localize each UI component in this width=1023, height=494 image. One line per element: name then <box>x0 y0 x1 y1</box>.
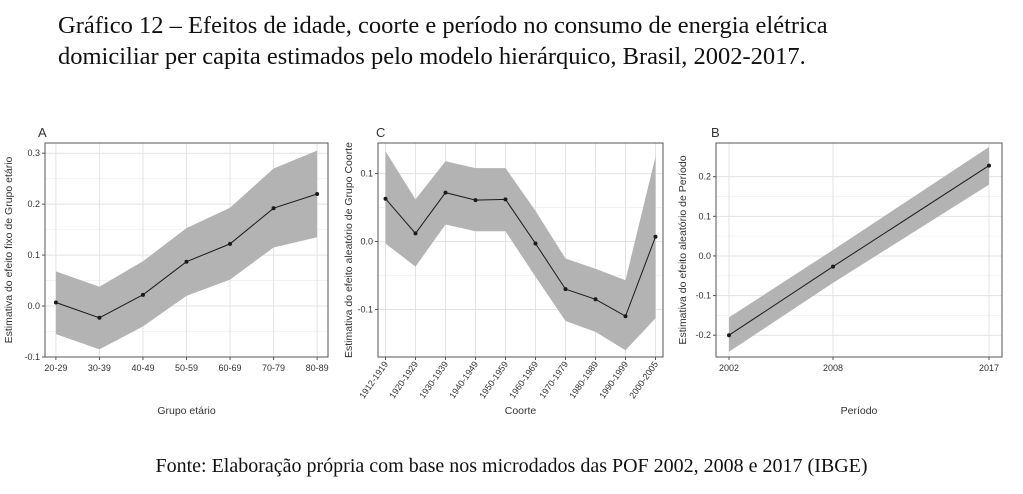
figure-title-line-2: domiciliar per capita estimados pelo mod… <box>58 43 806 70</box>
y-axis-title: Estimativa do efeito aleatório de Períod… <box>677 155 689 344</box>
data-point <box>443 190 448 195</box>
x-tick-label: 80-89 <box>306 363 329 373</box>
confidence-band <box>385 151 656 351</box>
x-tick-label: 60-69 <box>219 363 242 373</box>
x-tick-label: 2017 <box>979 363 999 373</box>
series-line <box>385 192 656 317</box>
panel-label: C <box>376 125 385 140</box>
y-tick-label: -0.1 <box>695 291 711 301</box>
x-tick-label: 1930-1939 <box>417 359 450 400</box>
x-tick-label: 2002 <box>719 363 739 373</box>
panel-label: B <box>711 125 720 140</box>
y-tick-label: 0.2 <box>27 199 40 209</box>
plot-border <box>715 142 1003 358</box>
data-point <box>53 300 58 305</box>
y-tick-label: 0.2 <box>698 172 711 182</box>
panel-b: -0.2 -0.1 0.0 0.1 0.2 2002 2008 2017 B Período Est… <box>677 125 1003 417</box>
data-point <box>727 333 731 338</box>
x-tick-label: 70-79 <box>262 363 285 373</box>
y-tick-label: -0.1 <box>357 304 373 314</box>
panel-label: A <box>38 125 47 140</box>
y-tick-label: -0.2 <box>695 330 711 340</box>
data-point <box>140 292 145 297</box>
x-tick-label: 1990-1999 <box>597 359 630 400</box>
data-point <box>593 297 598 302</box>
figure-source: Fonte: Elaboração própria com base nos m… <box>155 455 868 477</box>
x-axis-title: Período <box>841 405 878 417</box>
data-point <box>473 198 478 203</box>
data-point <box>271 206 276 211</box>
x-tick-label: 30-39 <box>88 363 111 373</box>
plot-area <box>45 143 328 357</box>
y-axis-title: Estimativa do efeito aleatório de Grupo … <box>343 142 355 358</box>
y-tick-label: 0.0 <box>27 301 40 311</box>
y-tick-label: -0.1 <box>24 352 40 362</box>
y-tick-label: 0.3 <box>27 148 40 158</box>
data-point <box>987 163 991 168</box>
plot-border <box>377 142 664 358</box>
figure-title: Gráfico 12 – Efeitos de idade, coorte e … <box>58 10 1008 72</box>
y-tick-label: 0.1 <box>360 169 373 179</box>
x-tick-label: 2008 <box>823 363 843 373</box>
figure-title-line-1: Gráfico 12 – Efeitos de idade, coorte e … <box>58 12 828 39</box>
x-tick-label: 50-59 <box>175 363 198 373</box>
data-point <box>831 264 835 269</box>
data-point <box>97 315 102 320</box>
data-point <box>503 197 508 202</box>
data-point <box>563 287 568 292</box>
x-tick-label: 1912-1919 <box>357 359 390 400</box>
x-tick-label: 1960-1969 <box>507 359 540 400</box>
x-tick-label: 20-29 <box>44 363 67 373</box>
data-point <box>533 241 538 246</box>
x-tick-label: 1940-1949 <box>447 359 480 400</box>
x-tick-label: 40-49 <box>131 363 154 373</box>
data-point <box>228 241 233 246</box>
confidence-band <box>55 150 318 350</box>
plot-area <box>716 143 1002 357</box>
data-point <box>315 191 320 196</box>
x-tick-label: 1970-1979 <box>537 359 570 400</box>
panel-a: -0.1 0.0 0.1 0.2 0.3 20-29 30-39 40-49 50-59 60-6… <box>3 125 329 417</box>
data-point <box>413 231 418 236</box>
y-tick-label: 0.0 <box>360 237 373 247</box>
x-axis-title: Coorte <box>505 405 537 417</box>
panel-c: -0.1 0.0 0.1 1912-19191920-19291930-1939194… <box>343 125 664 417</box>
x-tick-label: 2000-2005 <box>627 359 660 400</box>
y-tick-label: 0.1 <box>27 250 40 260</box>
data-point <box>383 196 388 201</box>
data-point <box>653 234 658 239</box>
y-axis-title: Estimativa do efeito fixo de Grupo etári… <box>3 156 15 343</box>
y-tick-label: 0.1 <box>698 211 711 221</box>
x-tick-label: 1920-1929 <box>387 359 420 400</box>
x-axis-title: Grupo etário <box>157 405 216 417</box>
x-tick-label: 1950-1959 <box>477 359 510 400</box>
x-tick-label: 1980-1989 <box>567 359 600 400</box>
data-point <box>184 259 189 264</box>
y-tick-label: 0.0 <box>698 251 711 261</box>
data-point <box>623 314 628 319</box>
plot-area <box>378 143 663 357</box>
